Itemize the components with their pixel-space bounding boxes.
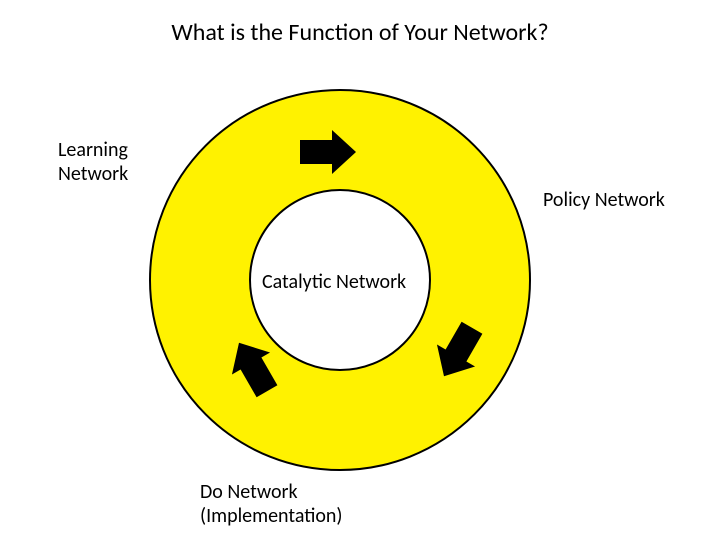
label-catalytic: Catalytic Network [262, 270, 406, 294]
label-learning: LearningNetwork [58, 138, 128, 186]
label-policy: Policy Network [543, 188, 665, 212]
label-do: Do Network(Implementation) [200, 480, 343, 528]
page-title: What is the Function of Your Network? [140, 18, 580, 47]
